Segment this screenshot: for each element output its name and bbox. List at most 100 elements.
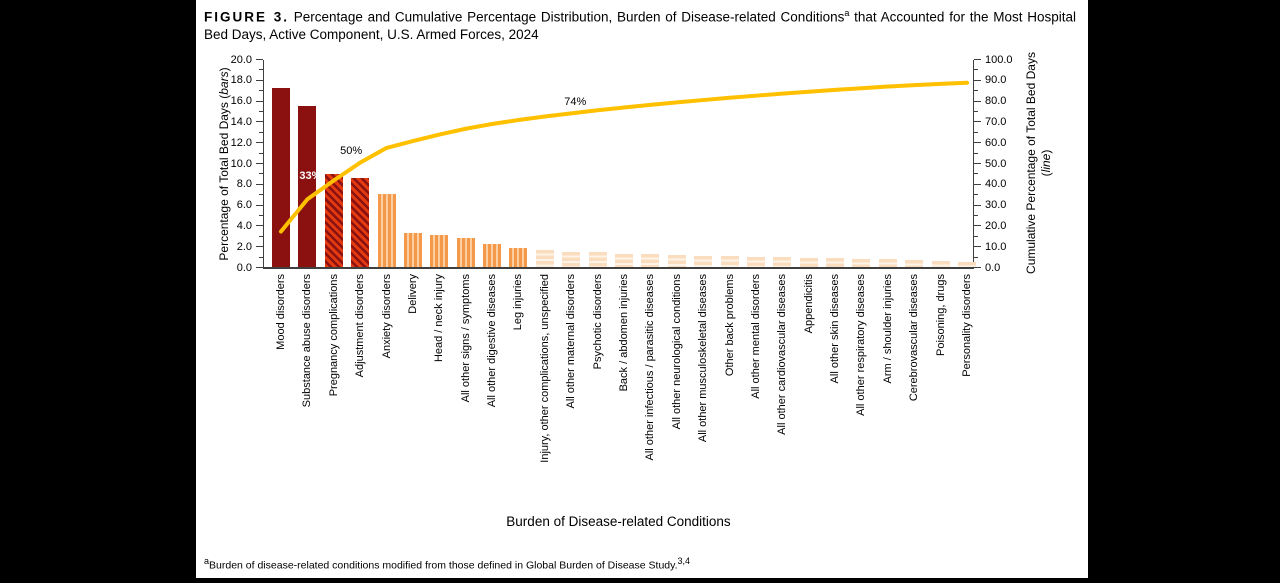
bar-all-other-neurological-conditions [667,255,686,268]
x-axis-category-label: Adjustment disorders [354,274,367,378]
x-axis-category-label: Mood disorders [275,274,287,350]
left-axis-tick [259,235,263,237]
bar-all-other-infectious-parasitic-diseases [641,253,660,268]
left-axis-tick [259,111,263,112]
page-bottom-edge [196,578,1088,583]
x-axis-line [263,267,974,269]
x-axis-category-label: Delivery [406,274,419,314]
bar-all-other-maternal-disorders [562,251,581,268]
right-axis-line [973,59,974,268]
bar-back-abdomen-injuries [615,253,633,268]
bar-all-other-skin-diseases [826,258,845,268]
bar-anxiety-disorders [377,193,396,268]
bar-delivery [403,233,422,268]
right-axis-tick [974,246,981,248]
right-axis-tick-label: 90.0 [985,74,1007,87]
figure-title-text-1: Percentage and Cumulative Percentage Dis… [293,9,845,25]
left-axis-tick [256,100,263,102]
bar-other-back-problems [720,256,739,268]
right-axis-tick [974,215,978,216]
x-axis-category-label: All other respiratory diseases [855,274,868,416]
right-axis-tick-label: 80.0 [985,95,1007,108]
right-axis-tick [974,173,978,175]
x-axis-category-label: Substance abuse disorders [301,274,314,408]
left-axis-tick [256,267,263,268]
right-axis-tick [974,121,981,123]
bar-personality-disorders [958,262,976,268]
left-axis-tick [259,90,263,92]
left-axis-tick [256,79,263,81]
left-axis-tick-label: 16.0 [230,95,252,108]
right-axis-tick [974,100,981,102]
x-axis-category-label: Anxiety disorders [380,274,393,359]
footnote: aBurden of disease-related conditions mo… [204,556,690,572]
left-axis-tick-label: 18.0 [230,74,252,87]
right-axis-tick [974,256,978,258]
bar-all-other-digestive-diseases [483,243,502,268]
left-axis-tick-label: 20.0 [230,53,252,66]
bar-substance-abuse-disorders [298,106,317,268]
x-axis-category-label: All other cardiovascular diseases [776,274,789,435]
line-annotation-74: 74% [564,96,587,109]
bar-pregnancy-complications [324,173,343,268]
left-axis-tick [259,131,263,133]
bar-arm-shoulder-injuries [878,259,897,268]
bar-mood-disorders [272,87,290,268]
x-axis-category-label: Pregnancy complications [327,274,340,397]
left-axis-tick [256,59,263,60]
bar-cerebrovascular-diseases [905,260,924,268]
right-axis-tick [974,90,978,92]
bar-all-other-respiratory-diseases [852,259,871,268]
bar-all-other-cardiovascular-diseases [773,257,792,268]
x-axis-category-label: Other back problems [723,274,736,377]
left-axis-tick [256,246,263,248]
right-axis-tick-label: 30.0 [985,199,1007,212]
left-axis-tick [259,69,263,71]
left-axis-tick [256,183,263,185]
bar-injury-other-complications-unspecified [535,249,554,268]
right-axis-tick [974,131,978,133]
figure-title-text-2: that Accounted for the Most Hospital Bed… [204,9,1076,42]
left-axis-tick [259,194,263,196]
x-axis-category-label: All other infectious / parasitic disease… [644,274,657,461]
bar-psychotic-disorders [588,251,607,268]
right-axis-tick [974,204,981,206]
left-axis-line [263,59,264,268]
x-axis-category-label: All other maternal disorders [565,274,578,409]
bar-adjustment-disorders [351,178,370,268]
right-axis-tick-label: 20.0 [985,219,1007,232]
left-axis-tick [259,256,263,258]
left-axis-tick [259,215,263,216]
left-axis-tick [256,163,263,164]
x-axis-category-label: All other neurological conditions [670,274,683,430]
x-axis-category-label: Poisoning, drugs [934,274,947,356]
bar-poisoning-drugs [931,261,950,268]
footnote-text: Burden of disease-related conditions mod… [209,559,678,572]
right-axis-tick [974,111,978,112]
right-axis-tick [974,194,978,196]
left-axis-tick-label: 0.0 [236,261,252,274]
right-axis-tick [974,163,981,164]
bar-leg-injuries [509,247,528,268]
line-annotation-50: 50% [340,144,363,157]
x-axis-category-label: Leg injuries [512,274,525,331]
x-axis-category-label: Psychotic disorders [591,274,604,370]
x-axis-category-label: All other mental disorders [749,274,762,399]
left-axis-tick-label: 6.0 [236,199,252,212]
right-axis-tick [974,69,978,71]
right-axis-tick [974,183,981,185]
line-annotation-33: 33% [299,170,322,183]
left-axis-tick-label: 2.0 [236,240,252,253]
right-axis-tick-label: 40.0 [985,178,1007,191]
x-axis-category-label: Back / abdomen injuries [618,274,630,392]
footnote-marker: a [204,556,210,566]
left-axis-tick-label: 12.0 [230,136,252,149]
x-axis-category-label: All other signs / symptoms [459,274,472,403]
left-axis-tick-label: 8.0 [236,178,252,191]
figure-page: FIGURE 3. Percentage and Cumulative Perc… [196,0,1088,583]
figure-title-superscript: a [844,8,850,18]
figure-number-label: FIGURE 3. [204,9,290,25]
left-axis-tick-label: 10.0 [230,157,252,170]
right-axis-tick-label: 100.0 [985,53,1013,66]
left-axis-tick-label: 14.0 [230,115,252,128]
